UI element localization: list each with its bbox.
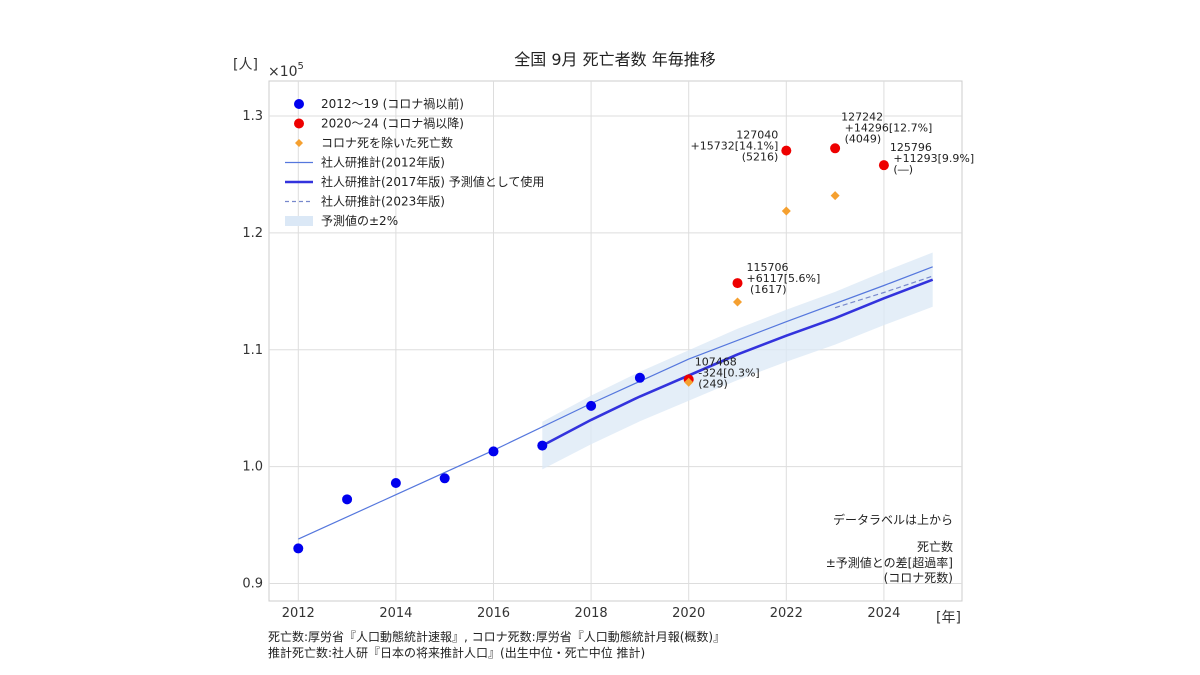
legend-label: コロナ死を除いた死亡数	[321, 135, 453, 150]
x-axis-ticks: 2012 2014 2016 2018 2020 2022 2024	[282, 606, 901, 621]
annotation-box: データラベルは上から 死亡数 ±予測値との差[超過率] (コロナ死数)	[826, 512, 953, 585]
x-tick-label: 2012	[282, 606, 315, 621]
chart-title: 全国 9月 死亡者数 年毎推移	[514, 50, 715, 69]
legend: 2012〜19 (コロナ禍以前) 2020〜24 (コロナ禍以降) コロナ死を除いた…	[285, 96, 544, 228]
data-label-line: -324[0.3%]	[695, 366, 760, 379]
pre-covid-point	[634, 372, 645, 383]
y-tick-label: 1.2	[242, 226, 263, 241]
x-tick-label: 2014	[379, 606, 412, 621]
covid-era-point	[830, 143, 841, 154]
multiplier-base: ×10	[268, 64, 298, 80]
legend-label: 予測値の±2%	[321, 213, 398, 228]
pre-covid-point	[342, 494, 353, 505]
legend-label: 社人研推計(2012年版)	[321, 155, 445, 170]
excluding-covid-point	[733, 297, 743, 307]
legend-marker	[294, 118, 304, 129]
data-label-line: +11293[9.9%]	[890, 152, 974, 165]
data-label-line: 127040	[736, 129, 778, 142]
excluding-covid-point	[830, 191, 840, 201]
covid-era-point	[732, 278, 743, 289]
projection-2023-line	[834, 275, 933, 309]
data-label-line: 115706	[747, 261, 789, 274]
legend-label: 2020〜24 (コロナ禍以降)	[321, 116, 464, 131]
data-label: 127040 +15732[14.1%] (5216)	[691, 129, 779, 164]
legend-marker	[285, 216, 313, 226]
excluding-covid-point	[684, 377, 694, 387]
data-label-line: (1617)	[747, 283, 787, 296]
pre-covid-point	[390, 477, 401, 488]
data-label: 107468 -324[0.3%] (249)	[695, 355, 760, 390]
legend-marker	[295, 139, 303, 147]
x-tick-label: 2022	[770, 606, 803, 621]
data-label-line: +15732[14.1%]	[691, 140, 779, 153]
data-label-line: (4049)	[841, 132, 881, 145]
data-points	[293, 143, 889, 554]
data-label: 125796 +11293[9.9%] (―)	[890, 141, 974, 176]
annotation-heading: データラベルは上から	[833, 512, 953, 527]
multiplier-exponent: 5	[298, 61, 304, 72]
plot-frame	[268, 80, 963, 602]
annotation-line-1: 死亡数	[917, 539, 953, 554]
y-tick-label: 1.3	[242, 109, 263, 124]
data-label-line: 107468	[695, 355, 737, 368]
data-label-line: (249)	[695, 377, 728, 390]
x-tick-label: 2024	[867, 606, 900, 621]
pre-covid-point	[293, 543, 304, 554]
prediction-band-layer	[542, 252, 933, 470]
pre-covid-point	[537, 440, 548, 451]
legend-label: 社人研推計(2023年版)	[321, 194, 445, 209]
pre-covid-point	[488, 446, 499, 457]
data-label: 127242 +14296[12.7%] (4049)	[841, 110, 932, 145]
data-label-line: +14296[12.7%]	[841, 121, 932, 134]
y-axis-unit: [人]	[233, 57, 258, 73]
pre-covid-point	[586, 400, 597, 411]
excluding-covid-point	[781, 206, 791, 216]
pre-covid-point	[439, 473, 450, 484]
data-label-line: (―)	[890, 163, 913, 176]
data-labels: 107468 -324[0.3%] (249) 115706 +6117[5.6%]…	[691, 110, 975, 390]
legend-marker	[294, 99, 304, 109]
data-label-line: 127242	[841, 110, 883, 123]
y-axis-ticks: 0.9 1.0 1.1 1.2 1.3	[242, 109, 263, 591]
legend-label: 2012〜19 (コロナ禍以前)	[321, 96, 464, 111]
data-label-line: +6117[5.6%]	[747, 272, 821, 285]
x-axis-unit: [年]	[936, 610, 961, 626]
data-label-line: 125796	[890, 141, 932, 154]
data-label: 115706 +6117[5.6%] (1617)	[747, 261, 821, 296]
x-tick-label: 2018	[575, 606, 608, 621]
y-tick-label: 0.9	[242, 576, 263, 591]
projection-2017-line	[541, 278, 934, 447]
source-line-1: 死亡数:厚労省『人口動態統計速報』, コロナ死数:厚労省『人口動態統計月報(概数…	[268, 629, 725, 644]
x-tick-label: 2016	[477, 606, 510, 621]
source-line-2: 推計死亡数:社人研『日本の将来推計人口』(出生中位・死亡中位 推計)	[268, 645, 645, 660]
y-axis-multiplier: ×105	[268, 61, 304, 80]
annotation-line-3: (コロナ死数)	[884, 570, 953, 585]
annotation-line-2: ±予測値との差[超過率]	[826, 555, 953, 570]
y-tick-label: 1.1	[242, 343, 263, 358]
legend-label: 社人研推計(2017年版) 予測値として使用	[321, 174, 544, 189]
y-tick-label: 1.0	[242, 460, 263, 475]
x-tick-label: 2020	[672, 606, 705, 621]
data-label-line: (5216)	[742, 151, 779, 164]
prediction-band	[542, 252, 933, 470]
covid-era-point	[878, 160, 889, 171]
covid-era-point	[781, 145, 792, 156]
grid	[269, 81, 962, 601]
